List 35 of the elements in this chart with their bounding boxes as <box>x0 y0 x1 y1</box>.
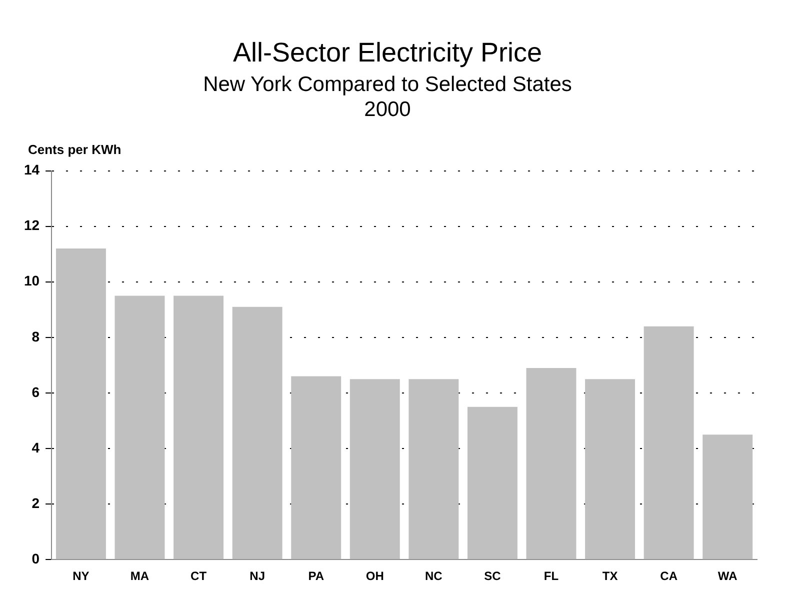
x-tick-label: CT <box>190 569 208 584</box>
y-tick-label: 0 <box>32 550 40 566</box>
x-tick-label: OH <box>366 569 384 584</box>
x-tick-label: PA <box>308 569 324 584</box>
x-tick-label: FL <box>544 569 559 584</box>
y-tick-label: 2 <box>32 494 40 511</box>
x-tick-label: NY <box>72 569 90 584</box>
x-tick-label: SC <box>484 569 502 584</box>
x-tick-label: WA <box>718 569 738 584</box>
x-tick-label: CA <box>660 569 678 584</box>
chart-subtitle: New York Compared to Selected States 2000 <box>203 72 572 121</box>
bar <box>644 326 694 560</box>
y-axis-title: Cents per KWh <box>28 142 122 157</box>
bar <box>114 296 165 560</box>
x-tick-label: NJ <box>250 569 265 584</box>
x-tick-label: MA <box>130 569 150 584</box>
x-tick-label: NC <box>425 569 443 584</box>
bar <box>291 376 342 560</box>
bar <box>702 434 753 560</box>
y-tick-label: 4 <box>32 439 40 456</box>
bar <box>585 379 636 560</box>
y-tick-label: 6 <box>32 384 40 400</box>
bar <box>350 379 400 560</box>
bar <box>174 296 224 560</box>
chart-title: All-Sector Electricity Price <box>232 38 542 68</box>
y-tick-label: 8 <box>32 328 40 344</box>
bar <box>232 306 282 560</box>
bar <box>408 379 459 560</box>
y-tick-label: 14 <box>24 162 40 178</box>
bar <box>56 248 106 560</box>
y-tick-label: 12 <box>24 217 40 234</box>
bar <box>526 368 576 560</box>
x-tick-label: TX <box>602 569 618 584</box>
bar <box>467 406 518 560</box>
y-tick-label: 10 <box>24 272 40 289</box>
